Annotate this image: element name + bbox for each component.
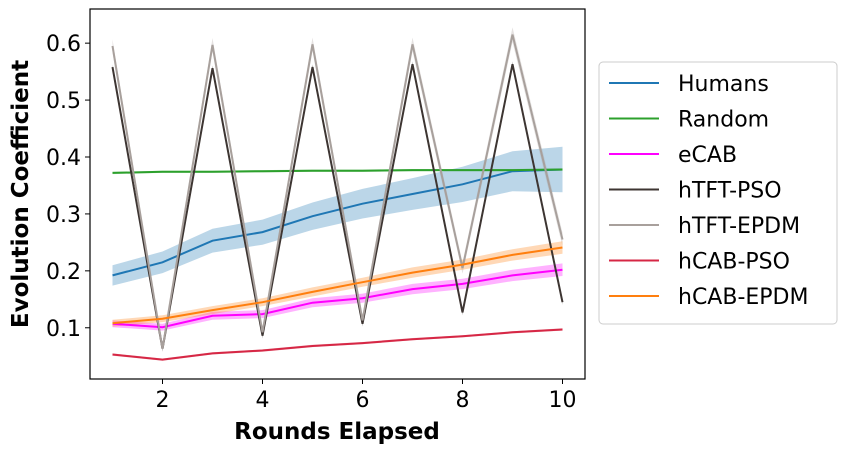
x-axis-label: Rounds Elapsed [234, 419, 440, 445]
x-tick-label: 4 [256, 388, 270, 413]
x-tick-label: 6 [356, 388, 370, 413]
series-lines [111, 34, 564, 361]
x-tick-label: 10 [549, 388, 577, 413]
band-hcab-epdm [112, 241, 563, 327]
y-tick-label: 0.6 [46, 32, 81, 57]
legend-label-humans: Humans [678, 72, 769, 97]
line-ecab [112, 268, 563, 329]
line-hcab-pso [112, 328, 563, 361]
legend-frame [598, 61, 838, 325]
y-tick-label: 0.3 [46, 203, 81, 228]
line-htft-pso [111, 63, 564, 349]
band-ecab [112, 263, 563, 331]
legend-label-htft-pso: hTFT-PSO [678, 179, 782, 204]
band-humans [112, 146, 563, 286]
plot-frame [89, 8, 586, 380]
legend-label-ecab: eCAB [678, 143, 737, 168]
line-humans [112, 168, 563, 277]
y-tick-label: 0.1 [46, 317, 81, 342]
x-tick-label: 8 [456, 388, 470, 413]
legend-label-random: Random [678, 108, 769, 133]
line-hcab-epdm [112, 246, 563, 325]
x-tick-label: 2 [156, 388, 170, 413]
y-tick-label: 0.5 [46, 89, 81, 114]
legend: Humans Random eCAB hTFT-PSO hTFT-EPDM hCAB-PS… [598, 61, 838, 325]
y-tick-label: 0.4 [46, 146, 81, 171]
legend-label-htft-epdm: hTFT-EPDM [678, 214, 800, 239]
y-tick-label: 0.2 [46, 260, 81, 285]
y-axis-label: Evolution Coefficient [8, 60, 34, 328]
legend-label-hcab-pso: hCAB-PSO [678, 250, 790, 275]
line-htft-epdm [111, 34, 564, 349]
x-axis-ticks: 2 4 6 8 10 [156, 379, 577, 413]
legend-label-hcab-epdm: hCAB-EPDM [678, 285, 808, 310]
y-axis-ticks: 0.1 0.2 0.3 0.4 0.5 0.6 [46, 32, 90, 342]
line-random [112, 168, 563, 174]
